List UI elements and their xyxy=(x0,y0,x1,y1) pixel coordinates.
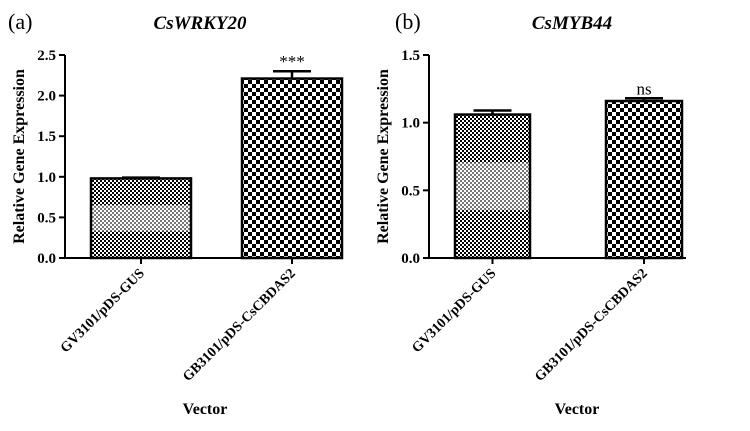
panel-b-bar-1-band xyxy=(455,210,530,258)
panel-a-letter: (a) xyxy=(8,9,32,34)
panel-b-bar-2 xyxy=(606,101,682,258)
panel-a-y-tick-label: 0.5 xyxy=(37,210,56,226)
panel-b-y-axis-label: Relative Gene Expression xyxy=(375,69,392,244)
panel-b-gene-title: CsMYB44 xyxy=(532,13,612,34)
panel-a-bar-1-band xyxy=(91,178,191,205)
panel-a-y-tick-label: 2.5 xyxy=(37,48,56,64)
panel-a-bar-1 xyxy=(91,178,191,258)
panel-b-bar-1 xyxy=(455,115,530,259)
panel-b-y-tick-label: 0.0 xyxy=(401,251,420,267)
panel-a-category-label-1: GV3101/pDS-GUS xyxy=(58,266,148,356)
panel-b-letter: (b) xyxy=(395,9,421,34)
panel-b-x-axis-label: Vector xyxy=(555,401,600,418)
panel-a-y-tick-label: 2.0 xyxy=(37,89,56,105)
figure: (a) CsWRKY20 0.0 0.5 1.0 1.5 2.0 2.5 Relative Ge… xyxy=(0,0,750,431)
panel-b-category-label-2: GB3101/pDS-CsCBDAS2 xyxy=(532,266,650,384)
panel-a-bar-1-band xyxy=(91,205,191,232)
panel-b: (b) CsMYB44 0.0 0.5 1.0 1.5 Relative Gene Expr… xyxy=(375,9,686,418)
panel-b-bar-2-fill xyxy=(606,101,682,258)
panel-a-y-tick-label: 1.0 xyxy=(37,170,56,186)
panel-b-bar-1-band xyxy=(455,162,530,210)
panel-a-y-axis-label: Relative Gene Expression xyxy=(11,69,28,244)
panel-b-significance-2: ns xyxy=(636,79,651,98)
panel-a-gene-title: CsWRKY20 xyxy=(154,13,247,34)
panel-b-category-label-1: GV3101/pDS-GUS xyxy=(410,266,500,356)
panel-a-y-tick-label: 1.5 xyxy=(37,129,56,145)
panel-a-bar-2-fill xyxy=(242,79,342,258)
panel-b-y-tick-label: 1.5 xyxy=(401,48,420,64)
panel-b-y-tick-label: 0.5 xyxy=(401,183,420,199)
panel-b-bar-1-band xyxy=(455,115,530,163)
panel-a: (a) CsWRKY20 0.0 0.5 1.0 1.5 2.0 2.5 Relative Ge… xyxy=(8,9,342,418)
panel-a-x-axis-label: Vector xyxy=(183,401,228,418)
panel-a-bar-1-band xyxy=(91,231,191,258)
panel-b-y-tick-label: 1.0 xyxy=(401,116,420,132)
panel-a-bar-2 xyxy=(242,79,342,258)
panel-a-significance-2: *** xyxy=(279,52,305,71)
panel-a-category-label-2: GB3101/pDS-CsCBDAS2 xyxy=(180,266,298,384)
panel-a-y-tick-label: 0.0 xyxy=(37,251,56,267)
